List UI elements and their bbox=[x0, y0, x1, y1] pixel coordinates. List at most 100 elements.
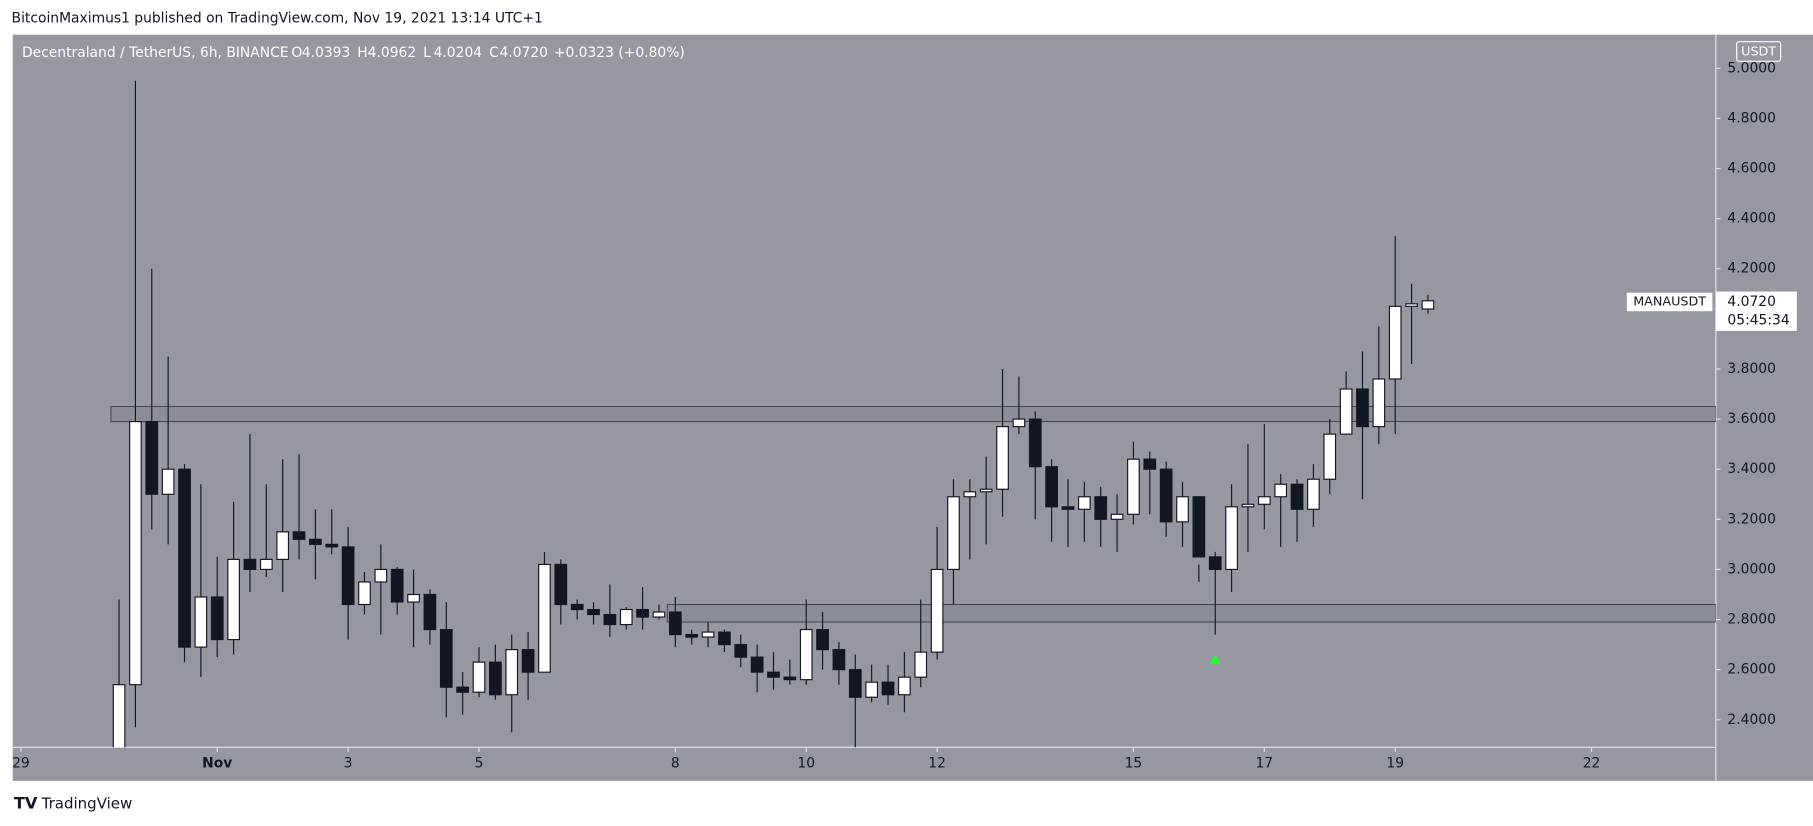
candle-body bbox=[456, 686, 469, 693]
y-tick-label: 3.6000 bbox=[1727, 411, 1775, 427]
legend-key: H bbox=[357, 45, 367, 61]
x-tick-label: 29 bbox=[12, 756, 30, 772]
x-tick-label: Nov bbox=[202, 756, 232, 772]
last-price-box bbox=[1715, 291, 1797, 331]
candle-body bbox=[930, 568, 944, 653]
legend-key: O bbox=[291, 45, 302, 61]
candle-body bbox=[489, 661, 502, 696]
y-tick-label: 2.8000 bbox=[1727, 612, 1775, 628]
candle-body bbox=[914, 651, 928, 678]
candle-body bbox=[832, 649, 846, 671]
candle-body bbox=[1339, 388, 1353, 435]
candle-body bbox=[472, 661, 486, 693]
candle-body bbox=[243, 558, 257, 571]
candle-body bbox=[1372, 378, 1386, 428]
legend-value: 4.0962 bbox=[368, 45, 416, 61]
candle-body bbox=[1028, 418, 1042, 468]
x-tick-label: 22 bbox=[1583, 756, 1601, 772]
brand: TradingView bbox=[41, 795, 133, 813]
y-tick-label: 5.0000 bbox=[1727, 60, 1775, 76]
legend-key: L bbox=[423, 45, 431, 61]
axes: 2.4000 2.6000 2.8000 3.0000 3.2000 3.4000 3.60… bbox=[12, 60, 1776, 771]
candle-body bbox=[718, 631, 731, 646]
candle-body bbox=[1307, 478, 1320, 510]
x-tick-label: 17 bbox=[1255, 756, 1273, 772]
symbol-label-box bbox=[1626, 292, 1713, 312]
y-tick-label: 3.4000 bbox=[1727, 461, 1775, 477]
candle-body bbox=[963, 491, 977, 498]
last-price: 4.0720 bbox=[1727, 294, 1775, 310]
candle-body bbox=[603, 613, 617, 626]
candle-body bbox=[750, 656, 764, 673]
y-tick-label: 3.2000 bbox=[1727, 511, 1775, 527]
currency-box bbox=[1736, 41, 1782, 62]
candle-body bbox=[668, 611, 682, 636]
candle-body bbox=[619, 608, 633, 626]
x-tick-label: 10 bbox=[797, 756, 815, 772]
candle-body bbox=[227, 558, 240, 641]
brand-logo: TV bbox=[14, 794, 38, 813]
legend-change: +0.0323 (+0.80%) bbox=[554, 45, 685, 61]
plot bbox=[110, 80, 1716, 748]
candle-body bbox=[701, 631, 715, 638]
candle-body bbox=[1356, 388, 1369, 428]
candle-body bbox=[1176, 496, 1189, 523]
y-tick-label: 4.4000 bbox=[1727, 211, 1775, 227]
candle-body bbox=[407, 593, 420, 603]
candle-body bbox=[570, 603, 584, 611]
candle-body bbox=[538, 563, 551, 673]
candle-body bbox=[439, 628, 453, 688]
candle-body bbox=[979, 488, 993, 493]
y-tick-label: 4.6000 bbox=[1727, 161, 1775, 177]
chart-title: Decentraland / TetherUS, 6h, BINANCE bbox=[22, 45, 289, 61]
legend-value: 4.0393 bbox=[302, 45, 350, 61]
y-tick-label: 4.8000 bbox=[1727, 110, 1775, 126]
candle-body bbox=[898, 676, 911, 696]
candle-body bbox=[1143, 458, 1157, 470]
candle-body bbox=[636, 608, 649, 618]
candle-body bbox=[1241, 503, 1255, 508]
candle-body bbox=[652, 611, 666, 618]
candle-body bbox=[292, 531, 306, 540]
candle-body bbox=[1257, 496, 1271, 505]
candle-body bbox=[799, 628, 813, 681]
candle-body bbox=[554, 563, 568, 606]
candle-body bbox=[341, 546, 355, 606]
candle-body bbox=[848, 669, 862, 698]
candle-body bbox=[161, 468, 175, 495]
x-tick-label: 12 bbox=[928, 756, 946, 772]
candle-body bbox=[1110, 513, 1124, 520]
candle-body bbox=[1159, 468, 1173, 523]
x-tick-label: 15 bbox=[1125, 756, 1143, 772]
candle-body bbox=[325, 543, 339, 548]
candle-body bbox=[1192, 496, 1206, 558]
candle-body bbox=[390, 568, 404, 603]
y-tick-label: 3.8000 bbox=[1727, 361, 1775, 377]
candle-body bbox=[309, 538, 322, 545]
legend-key: C bbox=[489, 45, 499, 61]
candle-body bbox=[783, 676, 797, 681]
candle-body bbox=[178, 468, 191, 648]
candle-body bbox=[358, 581, 371, 606]
candle-body bbox=[259, 558, 273, 571]
candle-body bbox=[521, 649, 535, 673]
legend-value: 4.0720 bbox=[500, 45, 548, 61]
candle-body bbox=[1208, 556, 1222, 571]
plot-background bbox=[12, 34, 1716, 781]
candle-body bbox=[1077, 496, 1091, 510]
candle-body bbox=[505, 649, 519, 696]
candle-body bbox=[194, 596, 208, 648]
candle-body bbox=[1323, 433, 1337, 480]
ohlc-legend: O 4.0393 H 4.0962 L 4.0204 C 4.0720 +0.0323 (+0.… bbox=[291, 45, 684, 61]
candle-body bbox=[112, 684, 126, 748]
x-tick-label: 3 bbox=[344, 756, 353, 772]
candle-body bbox=[1405, 303, 1418, 307]
signal-arrow bbox=[1209, 654, 1221, 665]
symbol-label: MANAUSDT bbox=[1633, 293, 1706, 308]
candle-body bbox=[129, 421, 142, 686]
price-axis-background bbox=[1715, 34, 1813, 781]
y-tick-label: 2.6000 bbox=[1727, 662, 1775, 678]
candle-body bbox=[1290, 483, 1304, 510]
candle-body bbox=[816, 628, 829, 651]
